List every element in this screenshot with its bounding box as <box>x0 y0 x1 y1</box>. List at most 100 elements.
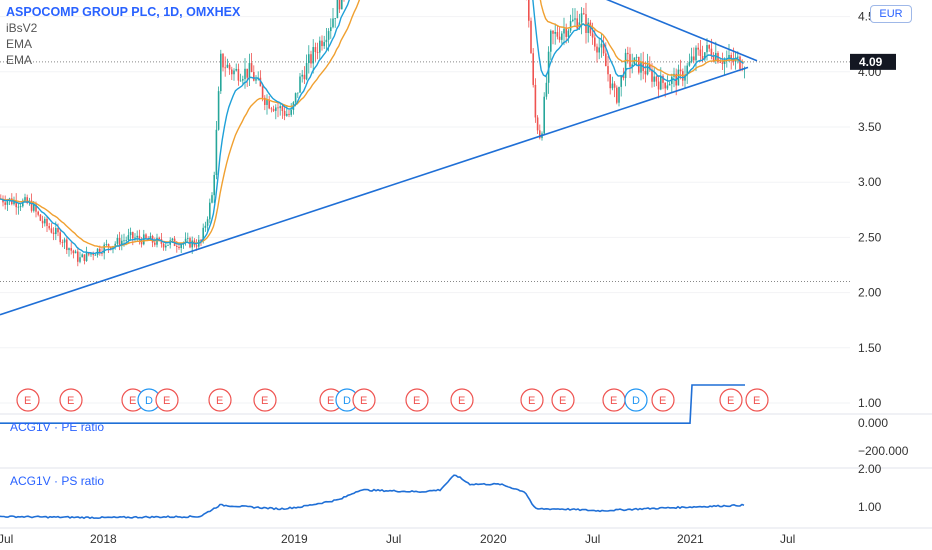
event-marker[interactable]: E <box>450 388 474 412</box>
ema-slow-line <box>0 0 744 248</box>
candle-body <box>50 228 53 233</box>
event-marker-label: E <box>753 395 760 407</box>
candle-body <box>167 244 169 246</box>
candle-body <box>176 245 178 247</box>
candle-body <box>125 240 127 241</box>
pe-ratio-line <box>0 384 745 424</box>
price-tick-label: 2.50 <box>858 230 882 244</box>
event-marker-label: E <box>610 395 617 407</box>
candle-body <box>660 75 662 90</box>
candle-body <box>30 200 33 211</box>
candle-body <box>202 227 204 242</box>
indicator-label[interactable]: iBsV2 <box>6 21 38 35</box>
candle-body <box>92 253 94 256</box>
event-marker[interactable]: E <box>253 388 277 412</box>
candle-body <box>281 106 284 111</box>
candle-body <box>301 74 303 77</box>
ps-pane-label[interactable]: ACG1V · PS ratio <box>10 474 105 488</box>
candle-body <box>600 43 603 48</box>
candle-body <box>290 109 292 115</box>
event-marker[interactable]: E <box>719 388 743 412</box>
candle-body <box>534 84 537 118</box>
candle-body <box>580 13 583 23</box>
candle-body <box>226 64 229 68</box>
time-tick-label: Jul <box>585 532 600 546</box>
candle-body <box>336 0 339 19</box>
candle-body <box>39 214 42 221</box>
event-marker[interactable]: E <box>16 388 40 412</box>
candle-body <box>695 47 697 61</box>
event-marker-label: E <box>727 395 734 407</box>
candle-body <box>679 69 682 72</box>
event-marker[interactable]: E <box>352 388 376 412</box>
candle-body <box>563 28 565 34</box>
event-marker[interactable]: D <box>624 388 648 412</box>
price-tick-label: 3.50 <box>858 120 882 134</box>
candle-body <box>105 244 108 245</box>
candle-body <box>83 254 86 261</box>
chart-title[interactable]: ASPOCOMP GROUP PLC, 1D, OMXHEX <box>6 5 241 19</box>
event-marker[interactable]: E <box>405 388 429 412</box>
event-marker[interactable]: E <box>208 388 232 412</box>
candle-body <box>561 33 563 40</box>
candle-body <box>288 113 290 115</box>
candle-body <box>338 0 341 10</box>
candle-body <box>68 248 70 251</box>
event-marker[interactable]: E <box>745 388 769 412</box>
event-marker[interactable]: E <box>319 388 343 412</box>
candle-body <box>644 70 647 75</box>
event-marker-label: E <box>360 395 367 407</box>
event-marker-label: E <box>559 395 566 407</box>
candle-body <box>85 252 88 261</box>
candle-body <box>651 69 653 82</box>
candle-body <box>261 86 264 98</box>
indicator-label[interactable]: EMA <box>6 37 33 51</box>
candle-body <box>662 75 664 83</box>
event-marker[interactable]: E <box>602 388 626 412</box>
dividend-marker-circle <box>624 388 648 412</box>
candle-body <box>666 85 669 89</box>
currency-button[interactable]: EUR <box>870 5 912 23</box>
candle-body <box>72 250 75 254</box>
event-marker[interactable]: E <box>59 388 83 412</box>
candle-body <box>310 54 312 64</box>
candle-body <box>165 245 167 248</box>
event-marker[interactable]: E <box>651 388 675 412</box>
candle-body <box>79 257 81 262</box>
candle-body <box>90 253 92 255</box>
ps-ratio-line <box>0 474 745 520</box>
candle-body <box>118 237 121 246</box>
candle-body <box>255 79 257 81</box>
candle-body <box>664 82 666 89</box>
candle-body <box>246 68 248 78</box>
candle-body <box>77 251 79 262</box>
event-marker[interactable]: E <box>551 388 575 412</box>
candle-body <box>35 204 37 212</box>
earnings-marker-circle <box>719 388 743 412</box>
candle-body <box>57 228 59 233</box>
pe-pane-label[interactable]: ACG1V · PE ratio <box>10 420 105 434</box>
candle-body <box>327 31 330 40</box>
candle-body <box>15 200 17 208</box>
candle-body <box>70 248 72 251</box>
candle-body <box>132 232 134 239</box>
candle-body <box>158 237 160 240</box>
candle-body <box>312 47 314 64</box>
event-marker[interactable]: E <box>520 388 544 412</box>
indicator-label[interactable]: EMA <box>6 53 33 67</box>
event-marker[interactable]: E <box>155 388 179 412</box>
candle-body <box>46 218 48 227</box>
candle-body <box>739 56 741 70</box>
candle-body <box>180 244 182 249</box>
candle-body <box>235 68 237 71</box>
candle-body <box>184 238 187 244</box>
candle-body <box>266 99 268 105</box>
candle-body <box>112 246 114 250</box>
event-marker-label: E <box>458 395 465 407</box>
earnings-marker-circle <box>59 388 83 412</box>
time-tick-label: 2018 <box>90 532 117 546</box>
earnings-marker-circle <box>405 388 429 412</box>
candle-body <box>277 107 279 109</box>
candle-body <box>275 107 277 111</box>
